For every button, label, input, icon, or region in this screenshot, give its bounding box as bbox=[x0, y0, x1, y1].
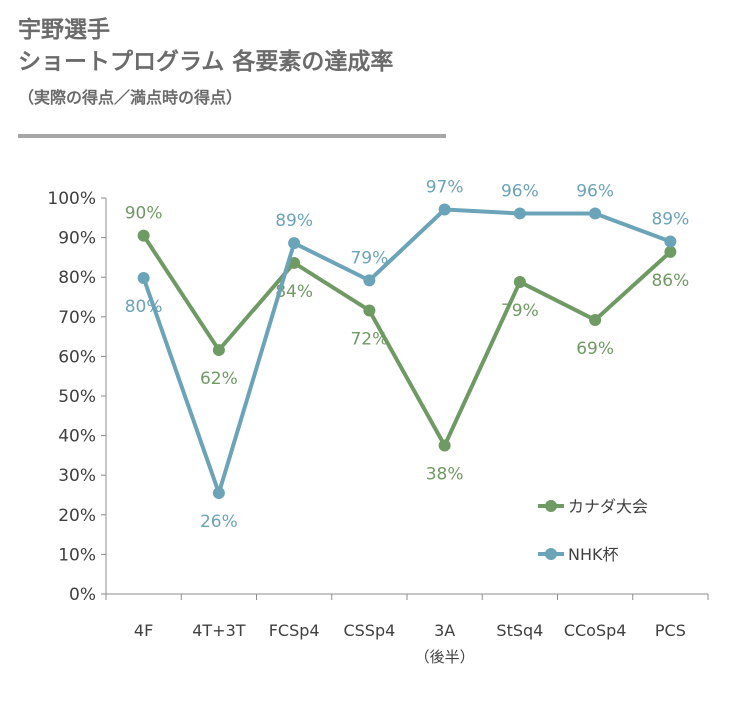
data-label: 62% bbox=[200, 369, 238, 389]
chart-title-line1: 宇野選手 bbox=[18, 17, 110, 43]
series-line-canada bbox=[141, 234, 672, 448]
x-tick-label: 3A bbox=[434, 621, 455, 640]
chart-subtitle: （実際の得点／満点時の得点） bbox=[18, 88, 243, 107]
y-tick-label: 80% bbox=[58, 268, 96, 288]
data-point bbox=[363, 274, 376, 287]
y-tick-label: 60% bbox=[58, 347, 96, 367]
y-tick-label: 100% bbox=[47, 189, 96, 209]
title-divider bbox=[18, 134, 446, 138]
data-label: 96% bbox=[501, 181, 539, 201]
data-label: 72% bbox=[350, 329, 388, 349]
data-label: 84% bbox=[275, 282, 313, 302]
chart-title-line2: ショートプログラム 各要素の達成率 bbox=[18, 49, 394, 75]
data-point bbox=[212, 344, 225, 357]
x-tick-label: PCS bbox=[655, 621, 686, 640]
x-tick-label: CSSp4 bbox=[343, 621, 395, 640]
legend-swatch-marker bbox=[545, 548, 557, 560]
data-point bbox=[137, 271, 150, 284]
data-label: 79% bbox=[350, 248, 388, 268]
x-tick-label: CCoSp4 bbox=[564, 621, 627, 640]
data-point bbox=[288, 237, 301, 250]
data-point bbox=[363, 304, 376, 317]
y-tick-label: 90% bbox=[58, 229, 96, 249]
legend-swatch-marker bbox=[545, 500, 557, 512]
y-tick-label: 10% bbox=[58, 545, 96, 565]
y-tick-label: 70% bbox=[58, 308, 96, 328]
data-label: 69% bbox=[576, 339, 614, 359]
legend-label: NHK杯 bbox=[568, 545, 619, 564]
y-tick-label: 50% bbox=[58, 387, 96, 407]
data-label: 80% bbox=[125, 297, 163, 317]
y-tick-label: 0% bbox=[69, 585, 96, 605]
data-point bbox=[513, 207, 526, 220]
data-label: 79% bbox=[501, 301, 539, 321]
data-label: 96% bbox=[576, 181, 614, 201]
x-tick-label: 4F bbox=[134, 621, 153, 640]
data-point bbox=[438, 203, 451, 216]
data-label: 86% bbox=[651, 271, 689, 291]
x-tick-label: StSq4 bbox=[496, 621, 543, 640]
chart-title-block: 宇野選手 ショートプログラム 各要素の達成率 （実際の得点／満点時の得点） bbox=[18, 14, 393, 108]
data-point bbox=[137, 229, 150, 242]
series-line-nhk bbox=[141, 207, 672, 496]
data-point bbox=[589, 313, 602, 326]
data-label: 38% bbox=[426, 465, 464, 485]
data-point bbox=[664, 245, 677, 258]
data-label: 26% bbox=[200, 512, 238, 532]
data-point bbox=[212, 487, 225, 500]
y-tick-label: 30% bbox=[58, 466, 96, 486]
y-tick-label: 20% bbox=[58, 506, 96, 526]
data-point bbox=[589, 207, 602, 220]
data-point bbox=[513, 275, 526, 288]
data-label: 90% bbox=[125, 204, 163, 224]
x-tick-sublabel: （後半） bbox=[415, 648, 475, 666]
x-tick-label: FCSp4 bbox=[269, 621, 320, 640]
data-point bbox=[664, 235, 677, 248]
x-tick-label: 4T+3T bbox=[192, 621, 246, 640]
data-point bbox=[438, 439, 451, 452]
legend-label: カナダ大会 bbox=[568, 497, 648, 516]
data-label: 89% bbox=[651, 210, 689, 230]
data-label: 97% bbox=[426, 177, 464, 197]
y-tick-label: 40% bbox=[58, 427, 96, 447]
data-label: 89% bbox=[275, 211, 313, 231]
